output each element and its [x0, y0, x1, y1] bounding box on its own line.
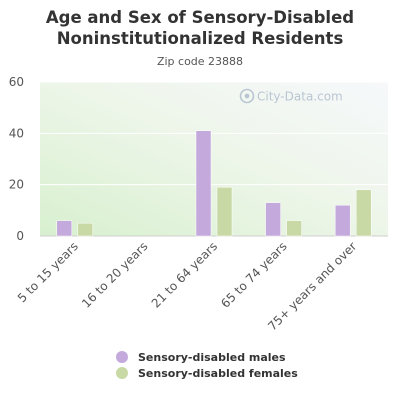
bar-females-2	[216, 186, 233, 237]
chart-title-line-2: Noninstitutionalized Residents	[56, 29, 344, 48]
watermark-icon-dot	[244, 93, 250, 99]
legend-label-females: Sensory-disabled females	[138, 366, 298, 380]
x-tick-label: 16 to 20 years	[79, 239, 150, 310]
chart-title-line-1: Age and Sex of Sensory-Disabled	[45, 8, 355, 27]
watermark-icon	[239, 88, 255, 104]
bar-females-3	[286, 220, 302, 237]
watermark: City-Data.com	[239, 88, 343, 104]
y-tick-label: 0	[16, 229, 24, 243]
watermark-text: City-Data.com	[257, 90, 343, 104]
bar-females-0	[77, 222, 94, 237]
bar-males-0	[56, 220, 73, 237]
chart-title: Age and Sex of Sensory-Disabled Noninsti…	[0, 7, 400, 49]
legend-label-males: Sensory-disabled males	[138, 350, 286, 364]
bar-males-4	[334, 204, 351, 237]
bar-males-3	[265, 202, 281, 237]
x-tick-label: 21 to 64 years	[149, 239, 220, 310]
bar-males-2	[195, 130, 212, 237]
legend-item-males: Sensory-disabled males	[116, 349, 298, 365]
y-tick-label: 60	[9, 75, 24, 89]
legend: Sensory-disabled males Sensory-disabled …	[116, 349, 298, 381]
legend-item-females: Sensory-disabled females	[116, 365, 298, 381]
plot-area	[40, 82, 388, 236]
y-tick-label: 40	[9, 126, 24, 140]
chart-subtitle: Zip code 23888	[156, 55, 244, 68]
x-tick-label: 5 to 15 years	[15, 239, 81, 305]
legend-swatch-females	[116, 367, 128, 379]
y-tick-label: 20	[9, 178, 24, 192]
legend-swatch-males	[116, 351, 128, 363]
x-tick-label: 65 to 74 years	[218, 239, 289, 310]
bar-females-4	[355, 189, 372, 237]
